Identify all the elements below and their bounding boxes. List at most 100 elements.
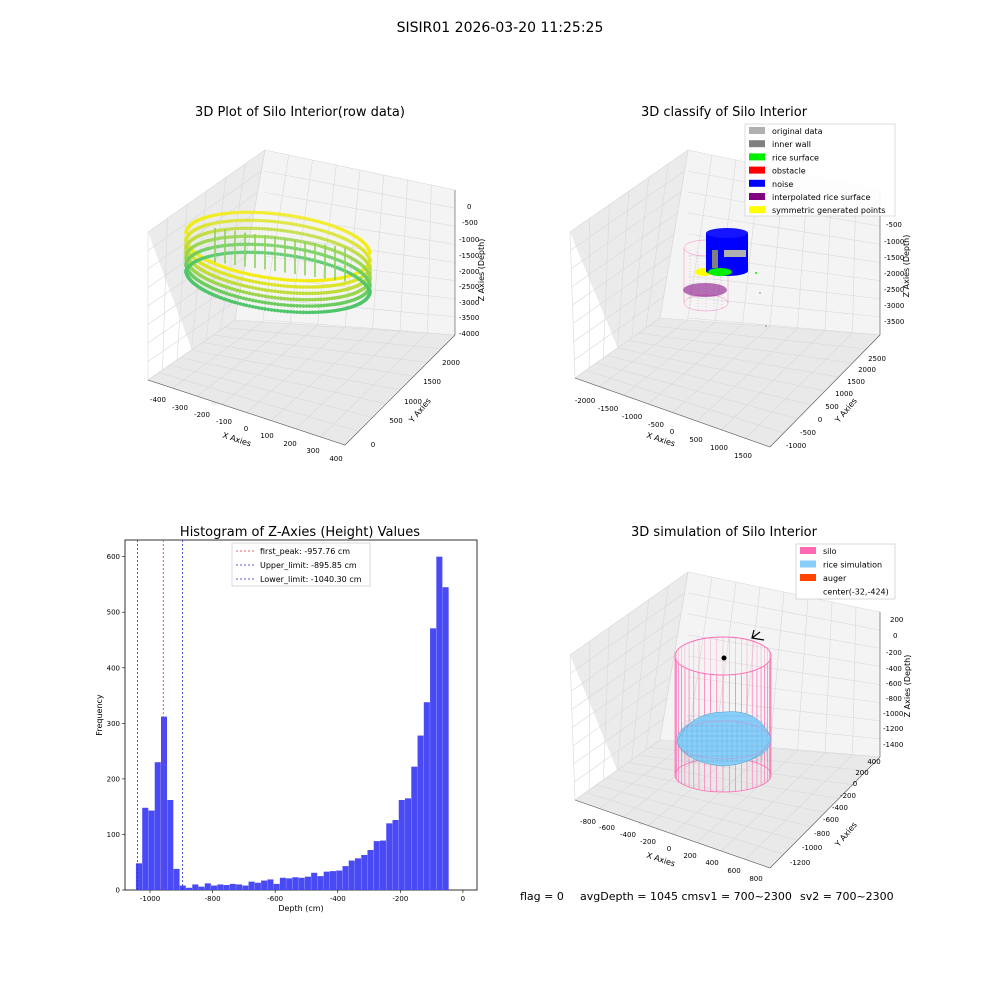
raw-point	[230, 251, 234, 255]
histogram-bar	[405, 798, 412, 890]
raw-point	[238, 283, 243, 287]
simulation-title: 3D simulation of Silo Interior	[631, 525, 818, 540]
histogram-bar	[354, 858, 362, 890]
raw-point	[235, 234, 240, 239]
raw-point	[233, 210, 237, 215]
raw-point	[269, 211, 274, 216]
histogram-bar	[142, 807, 149, 890]
simulation-z-tick: -1400	[883, 741, 903, 749]
raw-point	[276, 220, 280, 224]
histogram-bar	[286, 878, 293, 890]
raw-point	[276, 296, 280, 300]
histogram-bar	[411, 766, 418, 890]
histogram-legend-label: Lower_limit: -1040.30 cm	[260, 575, 362, 584]
raw-point	[276, 236, 280, 240]
classify-legend: original data inner wall rice surface obsta…	[744, 123, 896, 217]
raw-point	[230, 274, 234, 278]
raw-point	[250, 298, 255, 303]
grid-line	[852, 606, 857, 755]
raw-point	[276, 302, 280, 307]
raw-point	[307, 297, 312, 302]
grid-line	[687, 592, 881, 631]
simulation-y-tick: 400	[867, 758, 880, 766]
raw-point	[263, 300, 267, 305]
raw-point	[289, 213, 293, 218]
histogram-bar	[311, 872, 318, 890]
raw-point	[266, 307, 271, 312]
grid-line	[824, 601, 833, 753]
raw-point	[260, 274, 264, 279]
raw-point	[227, 235, 232, 239]
classify-x-ticks: -2000 -1500 -1000 -500 0 500 1000 1500	[575, 397, 752, 460]
raw-point	[298, 239, 303, 244]
raw-point	[247, 278, 252, 283]
raw-point	[227, 243, 232, 247]
simulation-z-tick: -1000	[883, 710, 903, 718]
raw-z-label: Z Axies (Depth)	[477, 239, 486, 302]
grid-line	[264, 319, 456, 336]
raw-point	[279, 236, 284, 241]
raw-point	[295, 278, 299, 283]
raw-point	[230, 299, 234, 304]
raw-point	[222, 211, 226, 216]
raw-point	[276, 289, 280, 294]
raw-point	[260, 300, 264, 304]
histogram-x-label: Depth (cm)	[278, 904, 323, 913]
raw-x-tick: 100	[260, 432, 273, 440]
raw-point	[279, 277, 284, 282]
raw-point	[298, 304, 303, 308]
grid-line	[574, 296, 664, 360]
raw-point	[307, 233, 312, 238]
histogram-bar	[254, 882, 261, 890]
raw-point	[247, 272, 252, 277]
raw-point	[238, 250, 243, 255]
raw-point	[304, 291, 309, 296]
raw-point	[253, 210, 258, 215]
raw-point	[241, 302, 246, 307]
raw-point	[319, 220, 323, 225]
raw-point	[313, 234, 318, 239]
raw-point	[279, 309, 284, 313]
raw-point	[319, 297, 323, 302]
raw-point	[269, 243, 274, 248]
raw-point	[316, 278, 321, 283]
raw-point	[250, 285, 255, 290]
raw-point	[266, 243, 271, 247]
grid-line	[295, 331, 401, 429]
raw-point	[301, 216, 306, 220]
raw-point	[292, 284, 296, 289]
raw-point	[319, 260, 323, 265]
raw-point	[368, 275, 372, 280]
classify-x-tick: -1000	[622, 413, 642, 421]
raw-point	[250, 292, 255, 296]
raw-scatter-points	[184, 210, 372, 315]
raw-point	[235, 210, 240, 215]
raw-point	[313, 285, 318, 289]
raw-z-tick: -2500	[459, 283, 479, 291]
histogram-x-tick: -600	[267, 895, 283, 903]
raw-point	[282, 284, 287, 288]
raw-point	[307, 278, 312, 283]
grid-line	[687, 296, 881, 318]
raw-point	[250, 279, 255, 284]
raw-point	[244, 226, 249, 231]
raw-point	[282, 212, 287, 217]
raw-point	[324, 297, 329, 301]
classify-z-tick: -1000	[884, 238, 904, 246]
raw-point	[263, 219, 267, 223]
raw-point	[298, 247, 303, 252]
raw-point	[244, 284, 249, 289]
raw-point	[327, 277, 332, 282]
raw-point	[304, 278, 309, 283]
raw-point	[257, 218, 261, 223]
histogram-bar	[211, 885, 218, 890]
status-sv2: sv2 = 700~2300	[800, 890, 894, 903]
raw-point	[257, 306, 261, 310]
raw-point	[235, 294, 240, 299]
raw-point	[298, 291, 303, 296]
histogram-bar	[292, 877, 299, 890]
legend-swatch	[749, 206, 765, 214]
silo-cylinder	[674, 629, 772, 793]
raw-point	[238, 218, 243, 223]
histogram-x-tick: -200	[392, 895, 408, 903]
